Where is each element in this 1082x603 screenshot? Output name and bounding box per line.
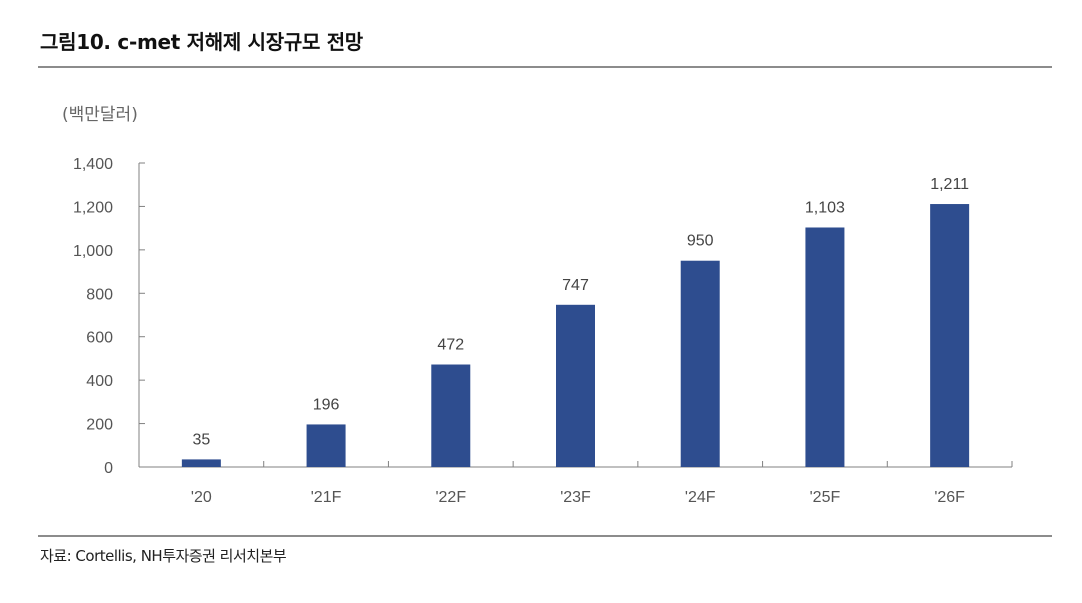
x-category-label: '21F (311, 489, 342, 506)
x-category-label: '24F (685, 489, 716, 506)
y-tick-label: 400 (86, 373, 113, 390)
y-tick-label: 600 (86, 330, 113, 347)
x-category-label: '23F (560, 489, 591, 506)
x-category-label: '22F (435, 489, 466, 506)
bar-value-label: 747 (562, 277, 589, 294)
bar-1 (306, 424, 346, 467)
source-note: 자료: Cortellis, NH투자증권 리서치본부 (40, 547, 287, 565)
bar-value-label: 35 (192, 431, 210, 448)
bar-value-label: 1,103 (805, 199, 845, 216)
y-tick-label: 800 (86, 286, 113, 303)
bar-2 (431, 364, 471, 467)
bar-value-label: 196 (313, 396, 340, 413)
x-category-label: '20 (191, 489, 212, 506)
x-category-label: '26F (934, 489, 965, 506)
chart-title: 그림10. c-met 저해제 시장규모 전망 (40, 30, 363, 54)
y-tick-label: 1,400 (73, 156, 113, 173)
y-tick-label: 200 (86, 417, 113, 434)
x-category-label: '25F (810, 489, 841, 506)
title-divider (38, 66, 1052, 68)
y-tick-label: 1,000 (73, 243, 113, 260)
y-tick-label: 0 (104, 460, 113, 477)
bar-3 (556, 304, 595, 467)
bar-value-label: 472 (437, 337, 464, 354)
bar-value-label: 950 (687, 233, 714, 250)
bar-0 (181, 459, 221, 467)
bar-4 (680, 260, 720, 467)
y-tick-label: 1,200 (73, 199, 113, 216)
y-axis-unit-label: (백만달러) (62, 105, 138, 125)
bar-5 (805, 227, 845, 467)
bar-value-label: 1,211 (930, 176, 969, 193)
bar-6 (930, 204, 970, 468)
source-divider (38, 535, 1052, 537)
